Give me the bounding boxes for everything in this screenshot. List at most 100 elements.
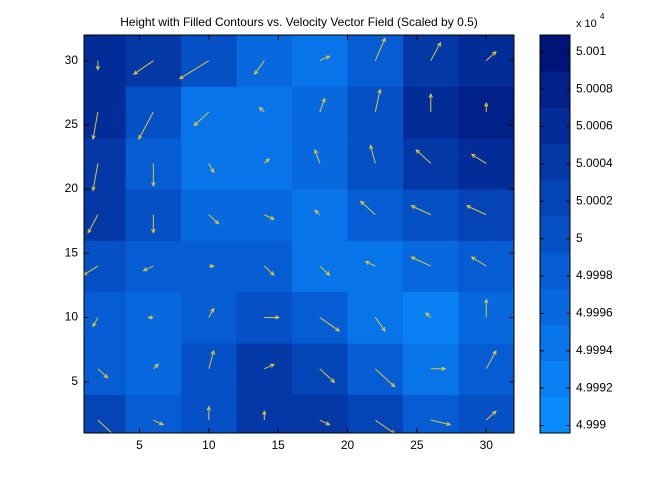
colorbar-tick-label: 5.0004 [576,156,613,170]
vector-arrow [193,111,210,127]
chart-title: Height with Filled Contours vs. Velocity… [120,15,478,29]
contour-cell [403,291,460,344]
vector-arrow [262,410,267,421]
contour-cell [347,86,404,139]
contour-cell [403,189,460,241]
vector-arrow [470,256,487,267]
contour-cell [84,240,127,293]
x-tick-label: 20 [341,438,355,452]
contour-cell [84,35,127,87]
contour-cell [292,137,349,190]
axes-box [83,34,515,434]
colorbar-tick-label: 4.9998 [576,268,613,282]
vector-arrow [132,60,154,75]
vector-arrow [430,41,442,61]
vector-arrow [319,368,336,384]
contour-cell [292,189,349,241]
vector-arrow [97,419,113,433]
contour-cell [403,240,460,293]
vector-arrow [485,50,497,62]
plot-area [84,35,514,433]
vector-arrow [410,256,431,267]
contour-cell [403,394,460,433]
vector-arrow [484,101,489,113]
colorbar-band [540,35,570,72]
colorbar-multiplier: x 10 [576,18,597,30]
vector-arrow [263,265,275,276]
vector-arrow [374,88,382,113]
colorbar-band [540,252,570,289]
vector-arrow [208,214,220,225]
vector-arrow [153,363,160,370]
x-tick-label: 25 [410,438,424,452]
colorbar-tick-label: 4.9992 [576,380,613,394]
y-tick-label: 30 [65,53,79,67]
vector-arrow [264,315,281,320]
vector-arrow [374,37,386,61]
colorbar-tick-label: 5.0008 [576,81,613,95]
vector-arrow [485,349,497,370]
vector-arrow [359,200,376,216]
contour-cell [84,189,127,241]
vector-arrow [95,60,101,71]
colorbar-band [540,143,570,181]
contour-cell [458,189,514,241]
contour-cell [125,394,182,433]
vector-arrow [485,410,497,421]
contour-cell [84,86,127,139]
colorbar-band [540,288,570,325]
contour-cell [181,86,238,139]
vector-arrow [151,214,156,234]
contour-cell [347,394,404,433]
contour-cell [403,137,460,190]
vector-arrow [428,92,433,113]
vector-arrow [263,158,271,164]
contour-cell [458,343,514,395]
colorbar-tick-label: 5.0002 [576,193,613,207]
x-tick-label: 30 [480,438,494,452]
vector-arrow [138,111,154,141]
vector-arrow [319,55,331,62]
colorbar-band [540,107,570,145]
x-tick-label: 5 [136,438,143,452]
vector-arrow [92,317,99,328]
contour-cell [403,35,460,87]
contour-cell [347,240,404,293]
contour-cell [347,137,404,190]
contour-cell [181,291,238,344]
y-tick-label: 15 [65,245,79,259]
vector-arrow [425,312,432,318]
contour-cell [181,343,238,395]
vector-arrow [264,214,276,220]
vector-arrow [319,265,331,276]
vector-arrow [208,163,215,174]
vector-arrow [84,265,99,276]
contour-cell [292,86,349,139]
vector-arrow [91,111,99,141]
vector-arrow [258,106,265,113]
colorbar-tick-label: 4.9996 [576,306,613,320]
vector-arrow [415,149,432,164]
vector-arrow [153,419,165,426]
colorbar-box [539,34,571,434]
vector-arrow [97,368,109,379]
vector-arrow [208,307,215,318]
contour-cell [458,86,514,139]
contour-cell [84,291,127,344]
vector-arrow [253,60,265,76]
vector-arrow [484,298,489,318]
vector-arrow [208,263,215,269]
y-tick-label: 10 [65,310,79,324]
contour-cell [458,394,514,433]
contour-cell [125,35,182,87]
colorbar-tick-label: 4.999 [576,418,606,432]
contour-cell [347,189,404,241]
vector-arrow [374,317,386,332]
colorbar-band [540,396,570,434]
vector-arrow [465,205,487,216]
vector-arrow [87,214,99,234]
contour-cell [236,86,293,139]
x-tick-label: 10 [202,438,216,452]
colorbar-band [540,215,570,253]
